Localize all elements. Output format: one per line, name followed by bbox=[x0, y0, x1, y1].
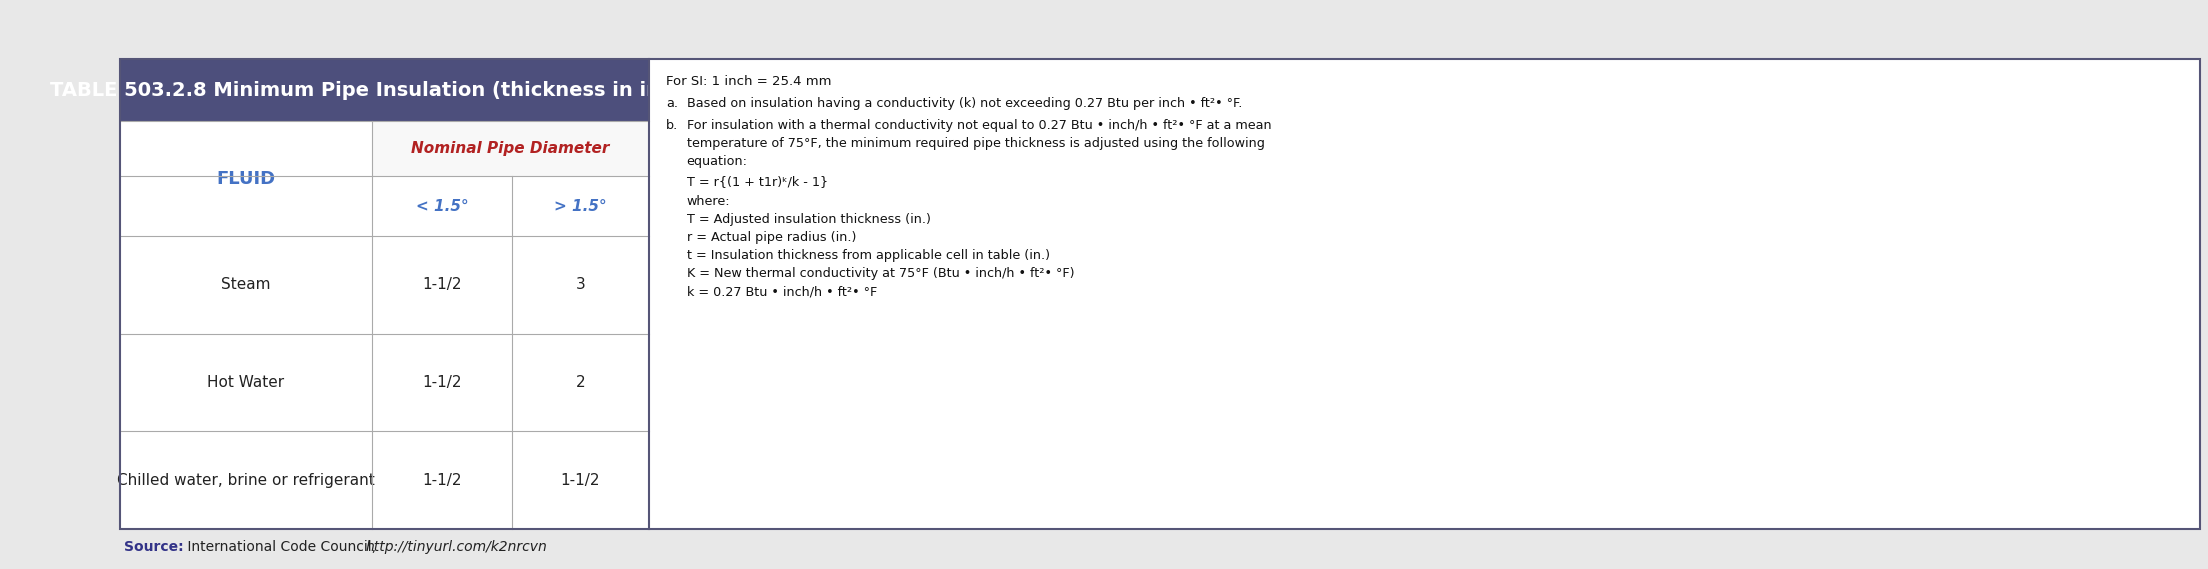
Text: For SI: 1 inch = 25.4 mm: For SI: 1 inch = 25.4 mm bbox=[667, 75, 832, 88]
Bar bbox=[371, 121, 649, 176]
Text: K = New thermal conductivity at 75°F (Btu • inch/h • ft²• °F): K = New thermal conductivity at 75°F (Bt… bbox=[687, 267, 1075, 280]
Text: For insulation with a thermal conductivity not equal to 0.27 Btu • inch/h • ft²•: For insulation with a thermal conductivi… bbox=[687, 119, 1272, 132]
Bar bbox=[119, 59, 2201, 529]
Bar bbox=[119, 59, 649, 121]
Text: temperature of 75°F, the minimum required pipe thickness is adjusted using the f: temperature of 75°F, the minimum require… bbox=[687, 137, 1265, 150]
Text: r = Actual pipe radius (in.): r = Actual pipe radius (in.) bbox=[687, 231, 857, 244]
Text: http://tinyurl.com/k2nrcvn: http://tinyurl.com/k2nrcvn bbox=[364, 540, 548, 554]
Text: k = 0.27 Btu • inch/h • ft²• °F: k = 0.27 Btu • inch/h • ft²• °F bbox=[687, 285, 877, 298]
Bar bbox=[649, 59, 2201, 529]
Text: T = r{(1 + t1r)ᵏ/k - 1}: T = r{(1 + t1r)ᵏ/k - 1} bbox=[687, 175, 828, 188]
Text: Hot Water: Hot Water bbox=[208, 375, 285, 390]
Text: Based on insulation having a conductivity (k) not exceeding 0.27 Btu per inch • : Based on insulation having a conductivit… bbox=[687, 97, 1243, 110]
Text: equation:: equation: bbox=[687, 155, 749, 168]
Text: 1-1/2: 1-1/2 bbox=[561, 473, 601, 488]
Text: Chilled water, brine or refrigerant: Chilled water, brine or refrigerant bbox=[117, 473, 375, 488]
Text: T = Adjusted insulation thickness (in.): T = Adjusted insulation thickness (in.) bbox=[687, 213, 930, 226]
Bar bbox=[119, 59, 2201, 529]
Text: International Code Council,: International Code Council, bbox=[183, 540, 380, 554]
Text: a.: a. bbox=[667, 97, 678, 110]
Text: TABLE 503.2.8 Minimum Pipe Insulation (thickness in inches): TABLE 503.2.8 Minimum Pipe Insulation (t… bbox=[51, 80, 720, 100]
Text: where:: where: bbox=[687, 195, 731, 208]
Text: t = Insulation thickness from applicable cell in table (in.): t = Insulation thickness from applicable… bbox=[687, 249, 1049, 262]
Text: < 1.5°: < 1.5° bbox=[415, 199, 468, 213]
Text: 1-1/2: 1-1/2 bbox=[422, 375, 461, 390]
Text: Nominal Pipe Diameter: Nominal Pipe Diameter bbox=[411, 141, 609, 156]
Text: 2: 2 bbox=[576, 375, 585, 390]
Text: b.: b. bbox=[667, 119, 678, 132]
Text: > 1.5°: > 1.5° bbox=[554, 199, 607, 213]
Text: FLUID: FLUID bbox=[216, 170, 276, 188]
Text: Source:: Source: bbox=[124, 540, 183, 554]
Text: Steam: Steam bbox=[221, 277, 272, 292]
Text: 1-1/2: 1-1/2 bbox=[422, 277, 461, 292]
Text: 3: 3 bbox=[576, 277, 585, 292]
Text: 1-1/2: 1-1/2 bbox=[422, 473, 461, 488]
